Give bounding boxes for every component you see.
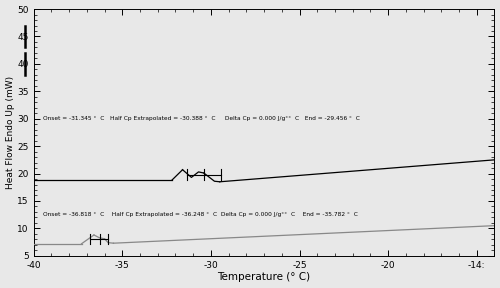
Y-axis label: Heat Flow Endo Up (mW): Heat Flow Endo Up (mW) (6, 76, 15, 189)
Text: Onset = -36.818 °  C    Half Cp Extrapolated = -36.248 °  C  Delta Cp = 0.000 J/: Onset = -36.818 ° C Half Cp Extrapolated… (42, 212, 358, 217)
X-axis label: Temperature (° C): Temperature (° C) (218, 272, 310, 283)
Text: Onset = -31.345 °  C   Half Cp Extrapolated = -30.388 °  C     Delta Cp = 0.000 : Onset = -31.345 ° C Half Cp Extrapolated… (42, 116, 360, 121)
